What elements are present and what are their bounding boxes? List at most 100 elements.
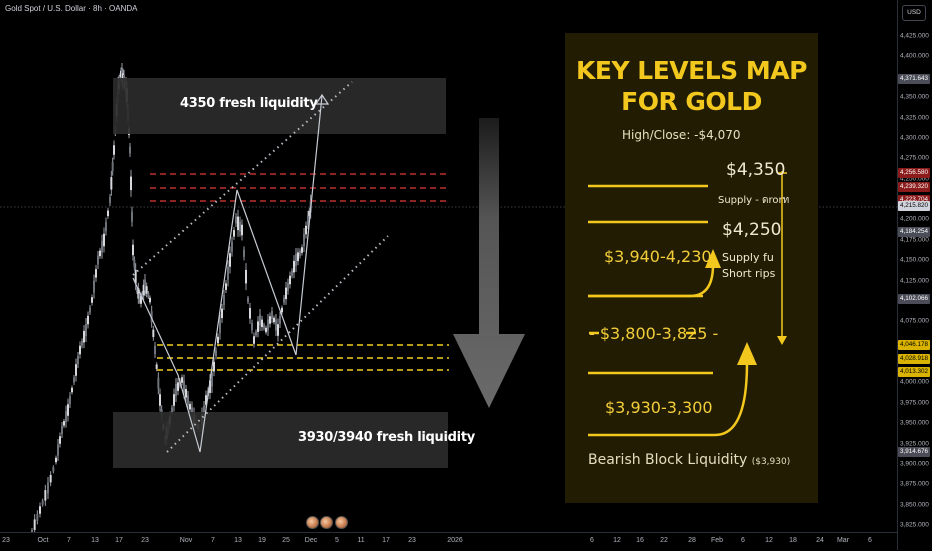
candle-body — [49, 474, 52, 483]
channel-lines — [132, 81, 389, 453]
price-tag: 4,223.704 — [898, 195, 930, 206]
candle-body — [149, 297, 151, 303]
candle-body — [255, 331, 257, 336]
candle-body — [263, 324, 265, 329]
price-tick: 3,850.000 — [900, 501, 929, 509]
candle-body — [291, 270, 293, 276]
time-label: 16 — [636, 537, 644, 544]
price-tick: 4,125.000 — [900, 277, 929, 284]
time-axis[interactable] — [0, 532, 897, 551]
candle-body — [110, 177, 113, 190]
price-tick: 4,175.000 — [900, 236, 929, 244]
candle-body — [69, 396, 71, 404]
time-label: 7 — [67, 537, 71, 544]
candle-body — [227, 266, 229, 280]
candle-body — [134, 269, 137, 284]
candle-body — [63, 421, 65, 426]
zigzag-projection — [132, 95, 323, 453]
candle-body — [105, 222, 107, 232]
event-icon-2[interactable] — [320, 516, 333, 529]
candle-body — [261, 319, 263, 328]
currency-button[interactable]: USD — [902, 5, 926, 21]
time-label: Feb — [710, 537, 724, 544]
candle-body — [65, 411, 67, 423]
time-label: 19 — [258, 537, 266, 544]
price-axis[interactable] — [897, 0, 932, 550]
candle-body — [154, 346, 156, 354]
time-label: 12 — [613, 537, 621, 544]
candle-body — [81, 340, 83, 346]
price-tag: 4,102.066 — [898, 294, 930, 305]
candle-body — [225, 283, 227, 290]
label-range-3: $3,930-3,300 — [605, 398, 713, 417]
price-tick: 3,900.000 — [900, 460, 929, 468]
candle-body — [36, 513, 39, 521]
candle-body — [231, 241, 233, 252]
price-tick: 3,950.000 — [900, 419, 929, 427]
time-label: 5 — [335, 537, 339, 544]
event-icon-3[interactable] — [335, 516, 348, 529]
candle-body — [223, 295, 225, 305]
price-tag: 3,914.676 — [898, 446, 930, 457]
label-range-2: - $3,800-3,825 - — [589, 324, 719, 343]
candle-body — [101, 240, 103, 253]
candle-body — [59, 436, 61, 444]
candle-body — [205, 395, 207, 405]
price-chart[interactable] — [0, 0, 897, 532]
candle-body — [97, 255, 99, 265]
symbol-title[interactable]: Gold Spot / U.S. Dollar · 8h · OANDA — [5, 4, 138, 13]
candle-body — [253, 336, 255, 344]
label-4350: $4,350 — [726, 160, 786, 180]
candle-body — [305, 225, 307, 235]
time-label: 2026 — [447, 537, 463, 544]
candle-body — [141, 293, 144, 297]
price-tick: 4,000.000 — [900, 378, 929, 386]
candle-body — [159, 394, 161, 406]
price-tick: 4,250.000 — [900, 175, 929, 183]
candle-body — [269, 316, 271, 324]
candle-body — [39, 506, 41, 514]
candle-body — [239, 221, 241, 232]
label-bearish: Bearish Block Liquidity ($3,930) — [588, 452, 790, 468]
candle-body — [257, 321, 259, 332]
candle-body — [229, 253, 231, 267]
time-label: Mar — [836, 537, 850, 544]
time-label: 25 — [282, 537, 290, 544]
price-tag: 4,371.643 — [898, 74, 930, 85]
candle-body — [131, 211, 133, 222]
time-label: 28 — [688, 537, 696, 544]
upper-arrowhead — [705, 249, 721, 268]
candle-body — [152, 329, 155, 338]
curve-arrow-lower — [588, 362, 749, 437]
candle-body — [308, 210, 311, 217]
candle-body — [79, 345, 81, 355]
candle-body — [155, 364, 158, 369]
candle-body — [136, 288, 138, 292]
time-label: 6 — [868, 537, 872, 544]
time-label: 6 — [590, 537, 594, 544]
candle-body — [138, 293, 141, 301]
candle-body — [245, 269, 247, 284]
lower-liquidity-zone — [113, 412, 448, 468]
candle-body — [144, 279, 146, 291]
candle-body — [140, 296, 142, 304]
candle-body — [217, 336, 219, 344]
price-tick: 4,150.000 — [900, 256, 929, 264]
candle-body — [113, 145, 115, 155]
candle-body — [271, 311, 273, 319]
candle-body — [273, 317, 275, 323]
candle-body — [157, 377, 160, 389]
candle-body — [73, 377, 75, 383]
price-tick: 3,875.000 — [900, 480, 929, 488]
candle-body — [31, 530, 33, 532]
price-tick: 4,075.000 — [900, 317, 929, 325]
candle-body — [89, 307, 91, 313]
candle-body — [95, 269, 97, 278]
price-tick: 3,925.000 — [900, 440, 929, 447]
candle-body — [189, 403, 191, 410]
label-short-rips: Short rips — [722, 267, 776, 280]
candle-body — [281, 307, 283, 313]
event-icon-1[interactable] — [306, 516, 319, 529]
price-tick: 4,200.000 — [900, 215, 929, 223]
candle-body — [301, 247, 303, 253]
